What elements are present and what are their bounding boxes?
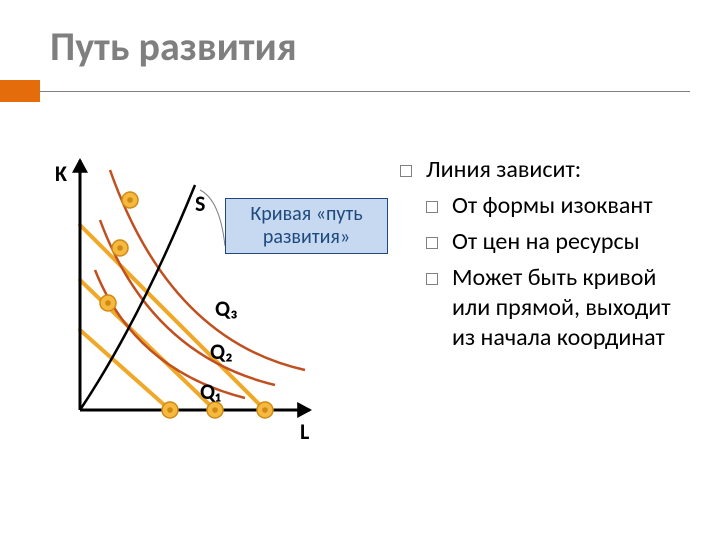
tangency-point-center bbox=[212, 407, 218, 413]
accent-bar bbox=[0, 80, 40, 102]
isocost-line bbox=[80, 330, 170, 410]
list-item-text: От цен на ресурсы bbox=[452, 227, 690, 257]
bullet-icon bbox=[426, 273, 438, 285]
bullet-list: Линия зависит: От формы изоквант От цен на… bbox=[400, 155, 690, 359]
axis-label-l: L bbox=[300, 418, 309, 445]
x-axis-arrow-icon bbox=[297, 402, 312, 418]
isoquant-label-q2: Q₂ bbox=[210, 338, 233, 365]
axis-label-k: K bbox=[55, 160, 67, 187]
list-item: От формы изоквант bbox=[426, 191, 690, 221]
list-item-text: Может быть кривой или прямой, выходит из… bbox=[452, 263, 690, 353]
tangency-point-center bbox=[167, 407, 173, 413]
bullet-icon bbox=[400, 165, 412, 177]
isoquant-label-q1: Q₁ bbox=[200, 378, 221, 405]
y-axis-arrow-icon bbox=[72, 158, 88, 173]
list-item-text: Линия зависит: bbox=[426, 155, 690, 185]
bullet-icon bbox=[426, 237, 438, 249]
list-item: От цен на ресурсы bbox=[426, 227, 690, 257]
callout-path: Кривая «путь развития» bbox=[225, 198, 388, 254]
curve-label-s: S bbox=[195, 190, 205, 217]
isoquant-label-q3: Q₃ bbox=[215, 295, 237, 322]
tangency-point-center bbox=[105, 300, 111, 306]
list-item-text: От формы изоквант bbox=[452, 191, 690, 221]
list-item: Линия зависит: bbox=[400, 155, 690, 185]
tangency-point-center bbox=[117, 245, 123, 251]
list-item: Может быть кривой или прямой, выходит из… bbox=[426, 263, 690, 353]
page-title: Путь развития bbox=[50, 22, 297, 71]
slide: Путь развития K L S Q₁ Q₂ Q₃ Кривая «пут… bbox=[0, 0, 720, 540]
accent-line bbox=[40, 91, 690, 92]
bullet-icon bbox=[426, 201, 438, 213]
tangency-point-center bbox=[127, 197, 133, 203]
tangency-point-center bbox=[262, 407, 268, 413]
